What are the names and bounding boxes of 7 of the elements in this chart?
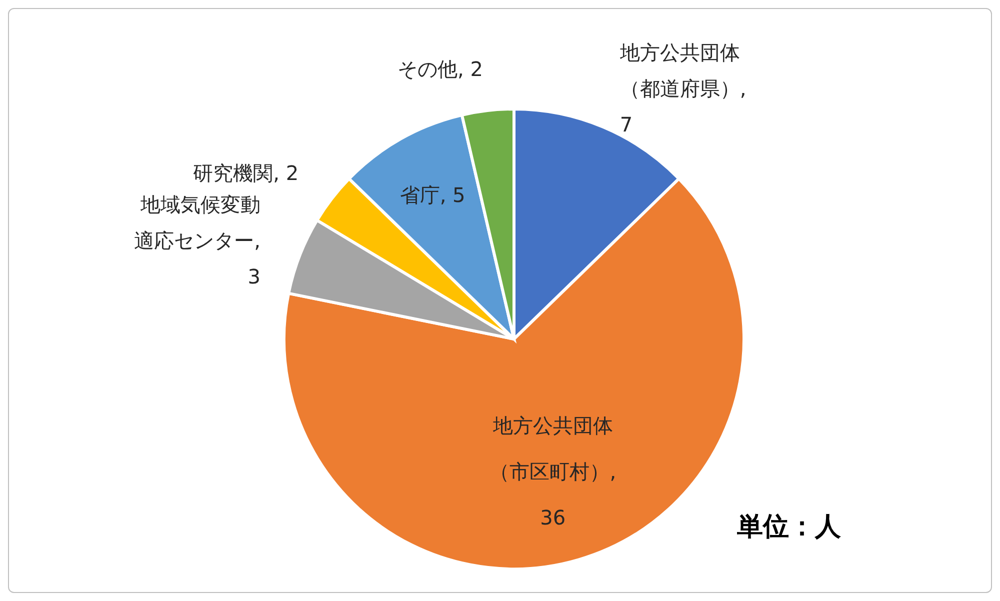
slice-label: 地方公共団体（市区町村）, 36	[490, 413, 616, 530]
slice-label: 研究機関, 2	[193, 160, 299, 185]
text: 単位：人	[737, 511, 841, 544]
slice-label: 地方公共団体（都道府県）, 7	[618, 40, 746, 136]
slice-label: その他, 2	[398, 56, 483, 81]
slice-label: 省庁, 5	[400, 182, 466, 207]
slice-label: 地域気候変動適応センター, 3	[134, 192, 261, 288]
